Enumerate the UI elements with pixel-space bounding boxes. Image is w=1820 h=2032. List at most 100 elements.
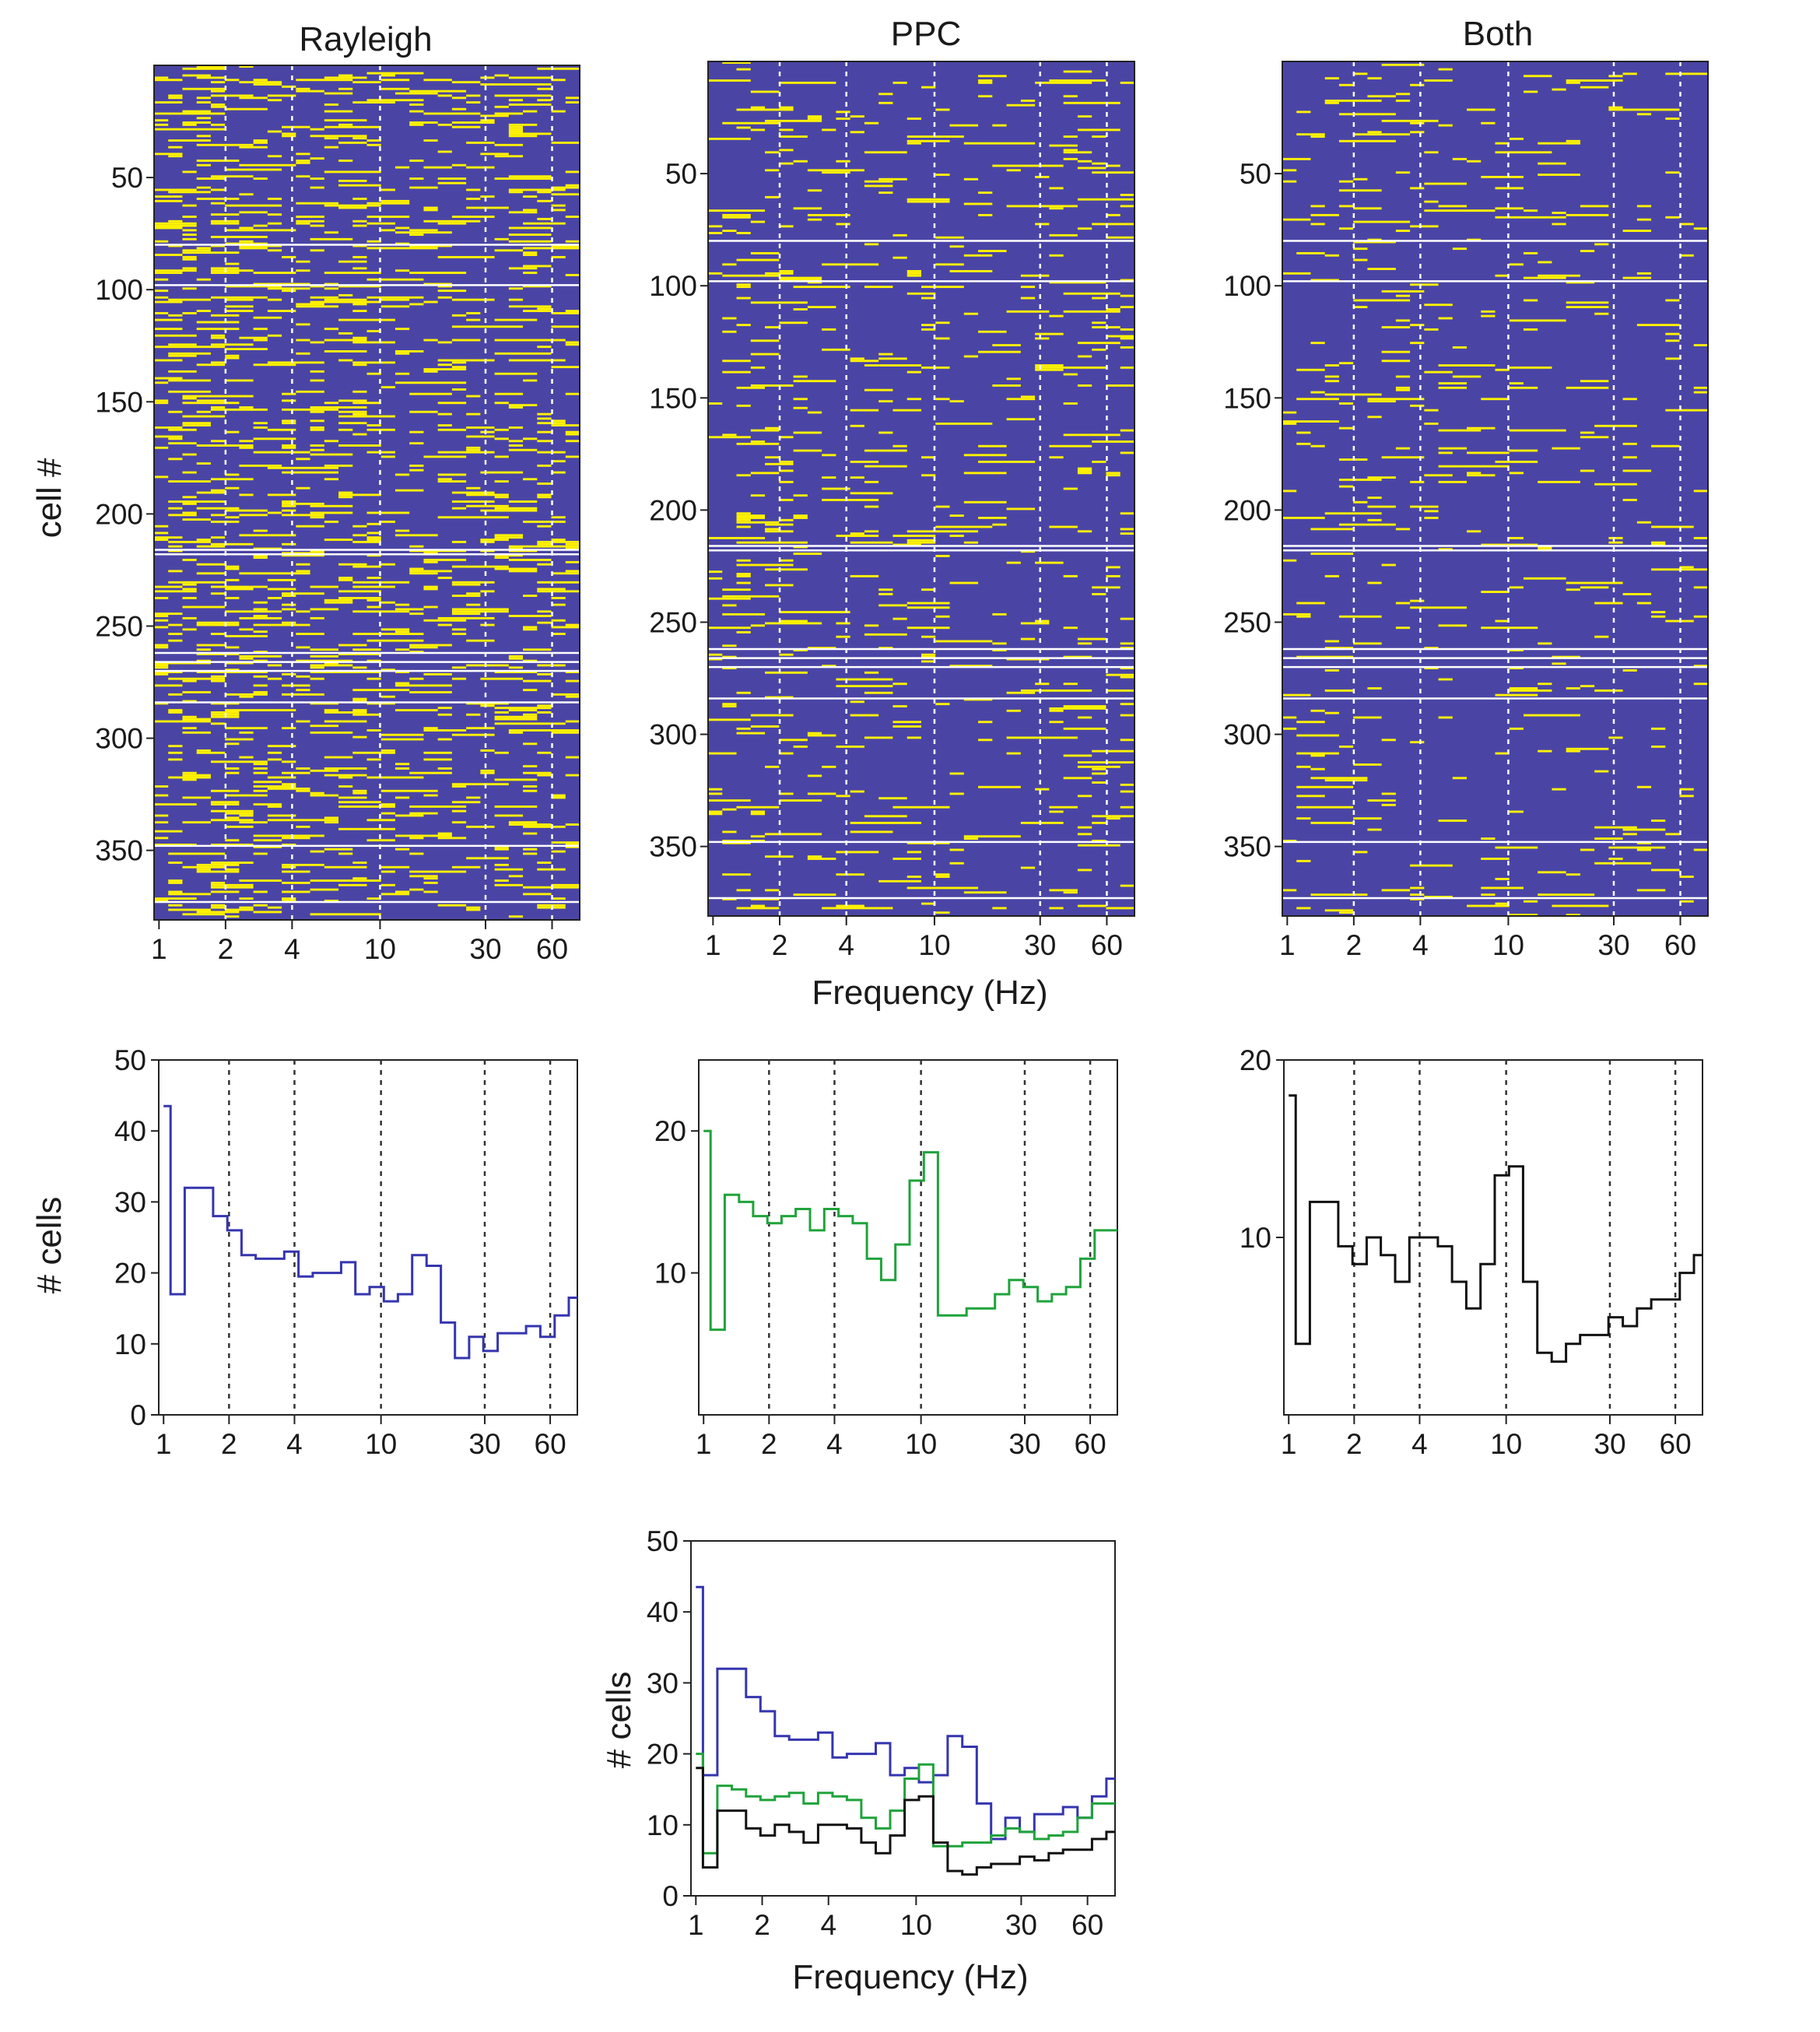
significant-cell: [253, 771, 268, 774]
significant-cell: [1481, 893, 1496, 897]
significant-cell: [253, 451, 310, 454]
significant-cell: [282, 592, 324, 595]
significant-cell: [253, 601, 268, 604]
significant-cell: [451, 801, 481, 804]
significant-cell: [282, 771, 310, 774]
significant-cell: [338, 285, 381, 288]
raster-ytick-label-100: 100: [95, 274, 143, 306]
significant-cell: [310, 379, 324, 382]
significant-cell: [282, 392, 296, 395]
significant-cell: [338, 332, 353, 335]
significant-cell: [1367, 581, 1382, 584]
significant-cell: [822, 328, 836, 331]
significant-cell: [210, 809, 254, 812]
significant-cell: [1120, 337, 1134, 340]
significant-cell: [921, 660, 936, 663]
significant-cell: [1636, 889, 1666, 892]
significant-cell: [451, 491, 495, 494]
significant-cell: [466, 312, 481, 314]
significant-cell: [1006, 310, 1050, 313]
significant-cell: [537, 307, 552, 311]
significant-cell: [1367, 799, 1396, 802]
significant-cell: [310, 725, 339, 728]
significant-cell: [523, 832, 538, 835]
significant-cell: [423, 455, 467, 458]
significant-cell: [1381, 360, 1411, 363]
significant-cell: [878, 177, 907, 181]
significant-cell: [822, 454, 836, 457]
significant-cell: [168, 623, 183, 626]
significant-cell: [864, 815, 907, 818]
significant-cell: [395, 890, 410, 893]
significant-cell: [864, 364, 921, 367]
significant-cell: [225, 168, 282, 171]
raster-xtick-label-60: 60: [1664, 929, 1696, 961]
significant-cell: [437, 767, 452, 770]
significant-cell: [736, 126, 751, 129]
significant-cell: [437, 480, 467, 483]
significant-cell: [310, 128, 324, 131]
significant-cell: [1106, 566, 1120, 569]
significant-cell: [1063, 487, 1078, 490]
significant-cell: [338, 359, 353, 362]
significant-cell: [1324, 99, 1382, 102]
significant-cell: [750, 301, 808, 304]
significant-cell: [423, 368, 467, 370]
significant-cell: [1092, 162, 1106, 165]
significant-cell: [1636, 785, 1652, 788]
significant-cell: [267, 751, 282, 754]
significant-cell: [565, 274, 580, 276]
significant-cell: [850, 821, 921, 824]
significant-cell: [1310, 709, 1325, 712]
significant-cell: [1651, 525, 1694, 528]
significant-cell: [338, 653, 381, 655]
significant-cell: [892, 721, 921, 724]
significant-cell: [978, 721, 993, 724]
significant-cell: [168, 500, 226, 503]
significant-cell: [338, 590, 381, 593]
significant-cell: [779, 436, 794, 439]
significant-cell: [551, 419, 566, 423]
significant-cell: [225, 771, 240, 774]
significant-cell: [864, 530, 879, 533]
significant-cell: [395, 834, 452, 837]
significant-cell: [1063, 777, 1092, 780]
significant-cell: [1495, 752, 1510, 755]
significant-cell: [1395, 626, 1411, 630]
significant-cell: [380, 74, 395, 77]
significant-cell: [949, 665, 993, 668]
significant-cell: [1651, 869, 1680, 872]
significant-cell: [1324, 574, 1339, 577]
significant-cell: [225, 578, 240, 581]
significant-cell: [1049, 314, 1064, 318]
significant-cell: [708, 653, 723, 656]
significant-cell: [1438, 68, 1453, 71]
significant-cell: [310, 406, 367, 409]
significant-cell: [352, 219, 367, 223]
significant-cell: [1594, 770, 1609, 773]
significant-cell: [338, 785, 353, 788]
significant-cell: [1092, 586, 1120, 589]
significant-cell: [978, 191, 993, 195]
significant-cell: [480, 153, 509, 156]
significant-cell: [409, 121, 438, 124]
significant-cell: [1679, 795, 1694, 798]
significant-cell: [1495, 216, 1566, 219]
significant-cell: [239, 514, 268, 517]
significant-cell: [1608, 541, 1623, 544]
significant-cell: [1622, 276, 1652, 279]
significant-cell: [366, 729, 381, 732]
significant-cell: [338, 644, 367, 647]
significant-cell: [1310, 754, 1325, 757]
significant-cell: [1035, 561, 1064, 564]
significant-cell: [1092, 135, 1106, 138]
significant-cell: [1049, 233, 1078, 237]
significant-cell: [210, 722, 226, 725]
significant-cell: [523, 659, 538, 662]
significant-cell: [466, 188, 481, 191]
significant-cell: [352, 224, 367, 227]
significant-cell: [1424, 151, 1439, 154]
significant-cell: [1035, 175, 1050, 178]
significant-cell: [494, 339, 566, 342]
significant-cell: [878, 647, 893, 650]
